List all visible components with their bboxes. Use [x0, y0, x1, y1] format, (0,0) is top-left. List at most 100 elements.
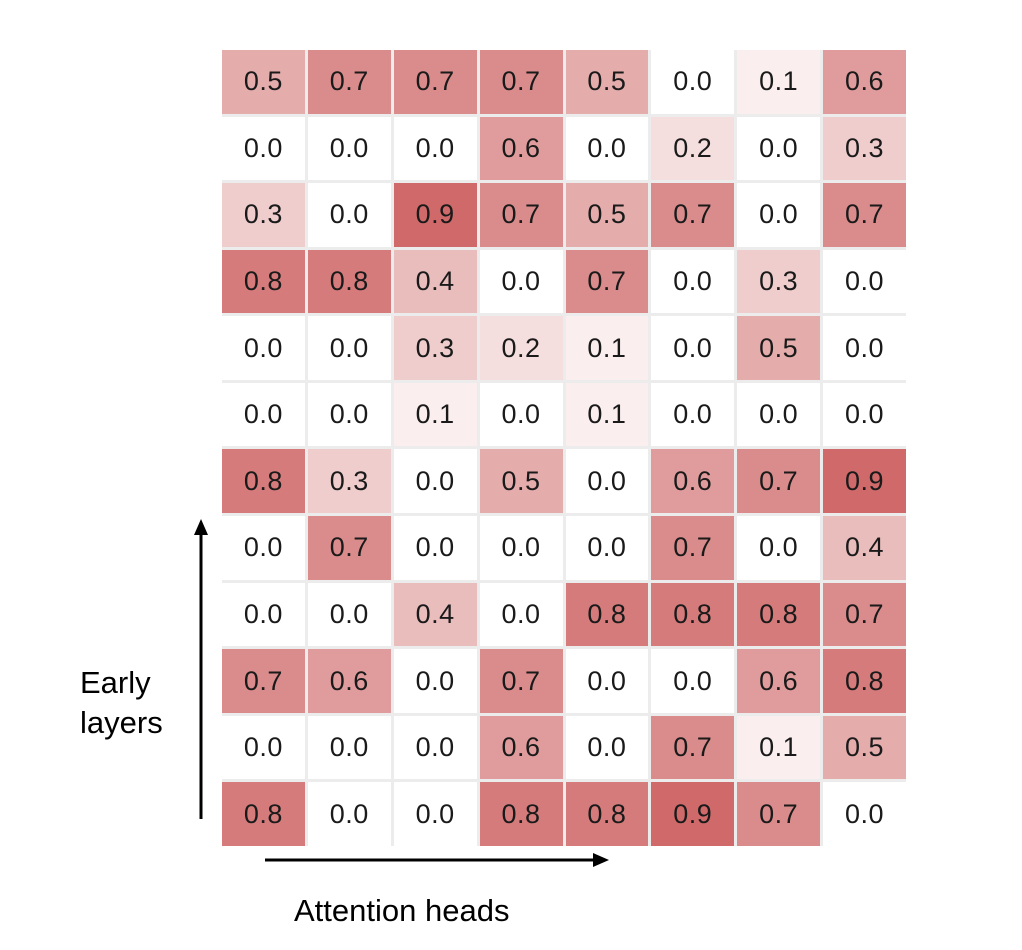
heatmap-cell-r3-c8: 0.7: [823, 183, 906, 247]
heatmap-cell-r8-c7: 0.0: [737, 516, 821, 580]
heatmap-cell-r11-c5: 0.0: [565, 715, 649, 780]
heatmap-cell-r9-c4: 0.0: [479, 582, 563, 647]
heatmap-cell-r6-c8: 0.0: [823, 382, 906, 447]
heatmap-cell-r10-c2: 0.6: [307, 649, 391, 713]
heatmap-cell-r5-c5: 0.1: [565, 316, 649, 380]
heatmap-cell-r1-c3: 0.7: [393, 50, 477, 114]
heatmap-cell-r2-c3: 0.0: [393, 116, 477, 181]
y-axis-label-line-1: Early: [80, 665, 151, 700]
heatmap-cell-r1-c6: 0.0: [651, 50, 735, 114]
heatmap-cell-r7-c4: 0.5: [479, 449, 563, 514]
heatmap-cell-r2-c1: 0.0: [222, 116, 305, 181]
heatmap-cell-r12-c3: 0.0: [393, 782, 477, 846]
heatmap-cell-r4-c2: 0.8: [307, 249, 391, 314]
y-axis-arrow: [194, 519, 208, 819]
heatmap-cell-r9-c8: 0.7: [823, 582, 906, 647]
heatmap-cell-r2-c5: 0.0: [565, 116, 649, 181]
heatmap-cell-r6-c6: 0.0: [651, 382, 735, 447]
heatmap-cell-r11-c6: 0.7: [651, 715, 735, 780]
heatmap-cell-r3-c3: 0.9: [393, 183, 477, 247]
heatmap-cell-r5-c7: 0.5: [737, 316, 821, 380]
heatmap-cell-r11-c7: 0.1: [737, 715, 821, 780]
heatmap-cell-r9-c3: 0.4: [393, 582, 477, 647]
heatmap-cell-r5-c6: 0.0: [651, 316, 735, 380]
heatmap-cell-r1-c2: 0.7: [307, 50, 391, 114]
heatmap-cell-r12-c7: 0.7: [737, 782, 821, 846]
heatmap-cell-r4-c6: 0.0: [651, 249, 735, 314]
heatmap-cell-r10-c4: 0.7: [479, 649, 563, 713]
heatmap-cell-r12-c6: 0.9: [651, 782, 735, 846]
heatmap-cell-r6-c2: 0.0: [307, 382, 391, 447]
heatmap-cell-r4-c1: 0.8: [222, 249, 305, 314]
heatmap-cell-r9-c1: 0.0: [222, 582, 305, 647]
heatmap-cell-r8-c6: 0.7: [651, 516, 735, 580]
heatmap-cell-r12-c1: 0.8: [222, 782, 305, 846]
heatmap-cell-r3-c4: 0.7: [479, 183, 563, 247]
heatmap-cell-r12-c4: 0.8: [479, 782, 563, 846]
heatmap-cell-r3-c7: 0.0: [737, 183, 821, 247]
heatmap-cell-r6-c7: 0.0: [737, 382, 821, 447]
heatmap-cell-r9-c7: 0.8: [737, 582, 821, 647]
x-axis-arrow: [265, 853, 609, 867]
heatmap-cell-r9-c5: 0.8: [565, 582, 649, 647]
heatmap-cell-r8-c5: 0.0: [565, 516, 649, 580]
heatmap-cell-r8-c1: 0.0: [222, 516, 305, 580]
heatmap-cell-r8-c2: 0.7: [307, 516, 391, 580]
heatmap-cell-r6-c1: 0.0: [222, 382, 305, 447]
heatmap-cell-r3-c5: 0.5: [565, 183, 649, 247]
heatmap-grid: 0.5 0.7 0.7 0.7 0.5 0.0 0.1 0.6 0.0 0.0 0.0 0.6 0.0 0…: [222, 50, 906, 846]
x-axis-label: Attention heads: [294, 893, 510, 928]
heatmap-cell-r1-c7: 0.1: [737, 50, 821, 114]
heatmap-cell-r1-c1: 0.5: [222, 50, 305, 114]
heatmap-cell-r7-c7: 0.7: [737, 449, 821, 514]
heatmap-cell-r1-c8: 0.6: [823, 50, 906, 114]
heatmap-cell-r10-c7: 0.6: [737, 649, 821, 713]
heatmap-cell-r11-c2: 0.0: [307, 715, 391, 780]
heatmap-cell-r7-c2: 0.3: [307, 449, 391, 514]
heatmap-cell-r5-c8: 0.0: [823, 316, 906, 380]
heatmap-cell-r3-c6: 0.7: [651, 183, 735, 247]
heatmap-cell-r8-c3: 0.0: [393, 516, 477, 580]
heatmap-cell-r12-c8: 0.0: [823, 782, 906, 846]
heatmap-cell-r7-c5: 0.0: [565, 449, 649, 514]
heatmap-cell-r12-c5: 0.8: [565, 782, 649, 846]
heatmap-cell-r2-c6: 0.2: [651, 116, 735, 181]
heatmap-cell-r4-c7: 0.3: [737, 249, 821, 314]
heatmap-cell-r10-c8: 0.8: [823, 649, 906, 713]
heatmap-cell-r11-c1: 0.0: [222, 715, 305, 780]
heatmap-cell-r2-c8: 0.3: [823, 116, 906, 181]
y-axis-label-line-2: layers: [80, 705, 163, 740]
y-axis-label: Early layers: [80, 663, 230, 743]
heatmap-cell-r8-c8: 0.4: [823, 516, 906, 580]
heatmap-cell-r12-c2: 0.0: [307, 782, 391, 846]
heatmap-cell-r7-c3: 0.0: [393, 449, 477, 514]
heatmap-cell-r7-c6: 0.6: [651, 449, 735, 514]
heatmap-cell-r10-c3: 0.0: [393, 649, 477, 713]
heatmap-cell-r11-c8: 0.5: [823, 715, 906, 780]
heatmap-cell-r8-c4: 0.0: [479, 516, 563, 580]
heatmap-cell-r4-c5: 0.7: [565, 249, 649, 314]
heatmap-cell-r5-c2: 0.0: [307, 316, 391, 380]
heatmap-cell-r10-c6: 0.0: [651, 649, 735, 713]
heatmap-cell-r11-c3: 0.0: [393, 715, 477, 780]
heatmap-cell-r10-c1: 0.7: [222, 649, 305, 713]
heatmap-cell-r11-c4: 0.6: [479, 715, 563, 780]
heatmap-cell-r6-c5: 0.1: [565, 382, 649, 447]
heatmap-cell-r5-c4: 0.2: [479, 316, 563, 380]
heatmap-cell-r4-c3: 0.4: [393, 249, 477, 314]
heatmap-cell-r1-c4: 0.7: [479, 50, 563, 114]
heatmap-cell-r9-c2: 0.0: [307, 582, 391, 647]
heatmap-cell-r7-c1: 0.8: [222, 449, 305, 514]
heatmap-cell-r9-c6: 0.8: [651, 582, 735, 647]
heatmap-cell-r1-c5: 0.5: [565, 50, 649, 114]
heatmap-cell-r4-c4: 0.0: [479, 249, 563, 314]
heatmap-cell-r2-c4: 0.6: [479, 116, 563, 181]
heatmap-cell-r5-c3: 0.3: [393, 316, 477, 380]
heatmap-cell-r6-c3: 0.1: [393, 382, 477, 447]
heatmap-cell-r3-c2: 0.0: [307, 183, 391, 247]
heatmap-cell-r5-c1: 0.0: [222, 316, 305, 380]
heatmap-cell-r10-c5: 0.0: [565, 649, 649, 713]
heatmap-cell-r3-c1: 0.3: [222, 183, 305, 247]
heatmap-cell-r2-c2: 0.0: [307, 116, 391, 181]
heatmap-cell-r4-c8: 0.0: [823, 249, 906, 314]
